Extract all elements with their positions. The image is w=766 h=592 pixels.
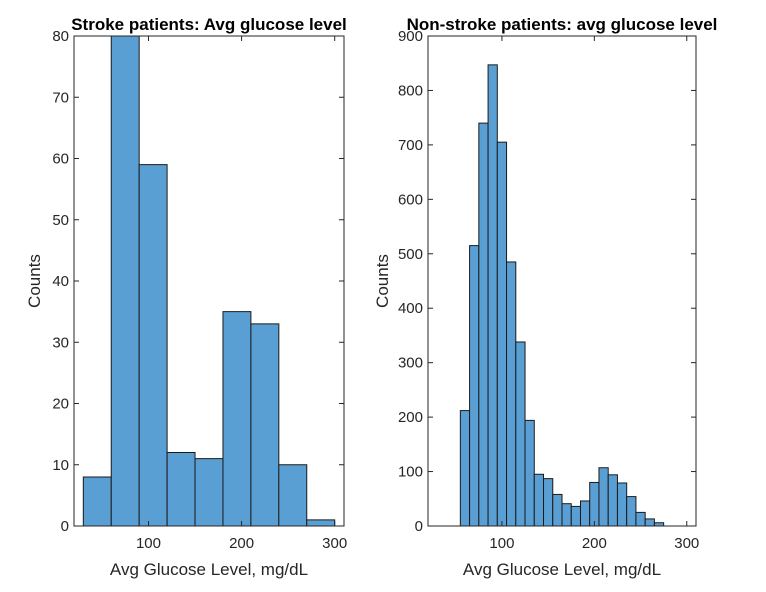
non-stroke-bar [607,474,618,527]
non-stroke-histogram-panel: Non-stroke patients: avg glucose level A… [373,15,717,579]
non-stroke-y-tick-label: 200 [398,409,423,426]
non-stroke-y-tick-label: 800 [398,82,423,99]
stroke-y-tick-label: 50 [52,212,69,229]
non-stroke-y-tick-label: 700 [398,137,423,154]
non-stroke-x-tick-label: 200 [582,535,607,552]
stroke-y-tick-label: 80 [52,28,69,45]
stroke-y-tick-label: 20 [52,396,69,413]
non-stroke-bar [543,478,554,527]
non-stroke-bar [635,511,646,527]
non-stroke-bar [459,410,471,527]
non-stroke-x-axis-label: Avg Glucose Level, mg/dL [463,560,661,579]
stroke-x-axis-label: Avg Glucose Level, mg/dL [110,560,308,579]
stroke-bar [222,311,252,527]
non-stroke-y-axis-label: Counts [373,254,392,308]
stroke-y-tick-label: 10 [52,457,69,474]
stroke-bars [82,35,336,527]
stroke-y-tick-label: 0 [61,518,69,535]
non-stroke-x-tick-label: 100 [489,535,514,552]
stroke-bar [138,164,168,527]
non-stroke-bar [589,481,600,527]
stroke-x-tick-label: 100 [136,535,161,552]
stroke-bar [250,323,280,527]
non-stroke-y-tick-label: 400 [398,300,423,317]
stroke-bar [306,519,336,527]
non-stroke-bar [598,467,609,527]
non-stroke-y-tick-label: 0 [415,518,423,535]
non-stroke-axis-ticks: 100 200 300 0 100 200 300 400 500 600 700 800 900 [398,28,699,552]
non-stroke-bar [478,122,489,527]
non-stroke-y-tick-label: 100 [398,464,423,481]
stroke-bar [110,35,140,527]
stroke-chart-title: Stroke patients: Avg glucose level [71,15,347,34]
non-stroke-y-tick-label: 500 [398,246,423,263]
stroke-y-tick-label: 40 [52,273,69,290]
non-stroke-bar [487,64,498,527]
non-stroke-bar [496,141,508,527]
non-stroke-bar [524,419,535,527]
non-stroke-y-tick-label: 600 [398,191,423,208]
stroke-x-tick-label: 200 [229,535,254,552]
stroke-histogram-panel: Stroke patients: Avg glucose level Avg G… [25,15,347,579]
stroke-bar [278,464,308,527]
non-stroke-bar [533,473,545,527]
stroke-bar [194,458,224,527]
non-stroke-bar [469,245,480,527]
non-stroke-bar [552,493,563,527]
non-stroke-bar [644,518,655,527]
non-stroke-bar [515,341,526,527]
non-stroke-y-tick-label: 900 [398,28,423,45]
non-stroke-bars [459,64,665,527]
stroke-y-tick-label: 70 [52,89,69,106]
non-stroke-bar [626,496,637,527]
non-stroke-plot-frame [427,35,697,527]
stroke-bar [166,452,196,527]
stroke-x-tick-label: 300 [322,535,347,552]
non-stroke-chart-title: Non-stroke patients: avg glucose level [407,15,718,34]
non-stroke-y-tick-label: 300 [398,355,423,372]
non-stroke-bar [616,482,628,527]
non-stroke-bar [579,500,591,527]
non-stroke-bar [506,261,517,527]
stroke-y-tick-label: 30 [52,334,69,351]
non-stroke-bar [570,505,581,527]
non-stroke-bar [561,503,572,527]
stroke-y-axis-label: Counts [25,254,44,308]
stroke-y-tick-label: 60 [52,151,69,168]
stroke-axis-ticks: 100 200 300 0 10 20 30 40 50 60 70 80 [52,28,347,552]
non-stroke-x-tick-label: 300 [674,535,699,552]
stroke-bar [82,476,112,527]
